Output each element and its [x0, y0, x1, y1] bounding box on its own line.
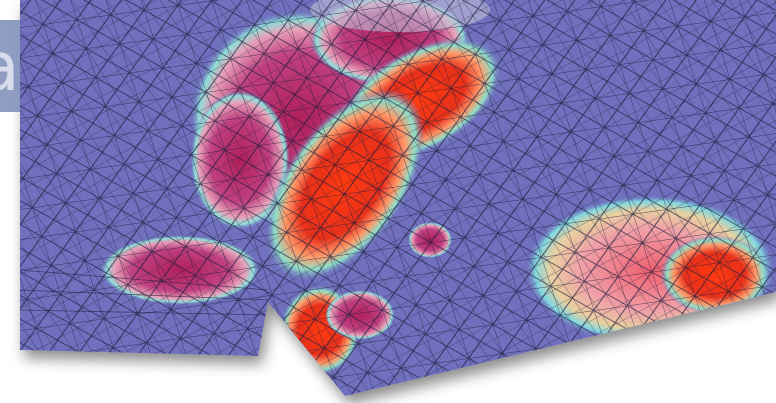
label-text: a — [0, 28, 20, 107]
label-box: a — [0, 20, 20, 112]
